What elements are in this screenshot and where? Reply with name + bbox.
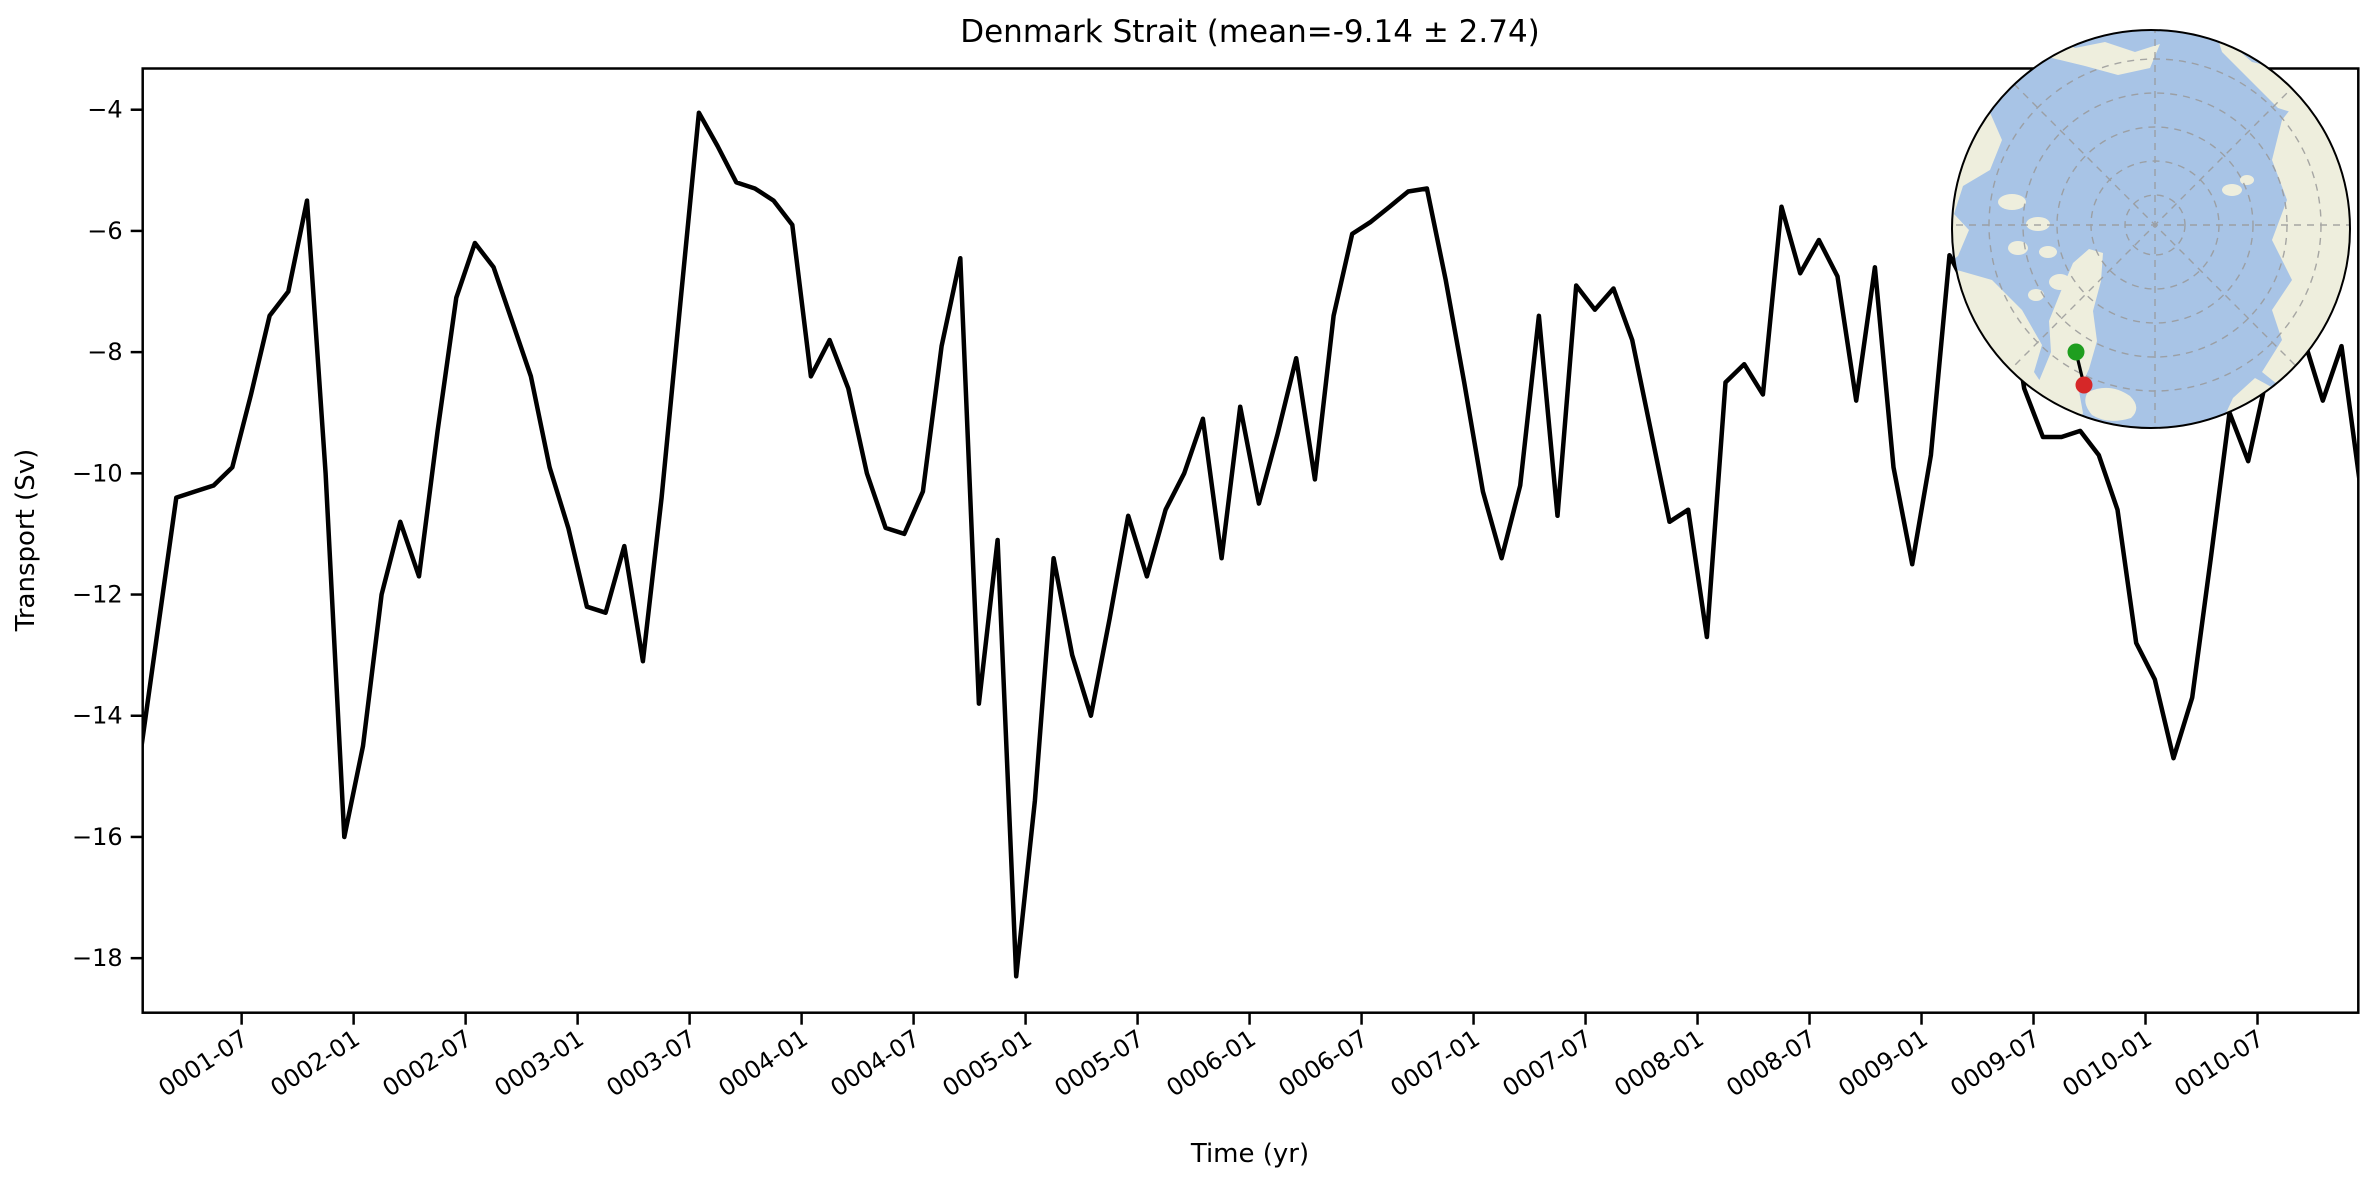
y-tick-label: −12 (72, 581, 123, 609)
x-axis-label: Time (yr) (1190, 1139, 1309, 1169)
y-axis-label: Transport (Sv) (11, 449, 41, 632)
x-tick-label: 0006-01 (1161, 1024, 1260, 1102)
land-greenland (2039, 249, 2103, 428)
x-tick-label: 0009-01 (1833, 1024, 1932, 1102)
x-tick-label: 0005-07 (1049, 1024, 1148, 1102)
section-start-marker (2067, 343, 2085, 361)
x-tick-label: 0007-01 (1385, 1024, 1484, 1102)
x-tick-label: 0005-01 (937, 1024, 1036, 1102)
inset-map (1951, 29, 2351, 429)
y-tick-label: −4 (87, 96, 122, 124)
x-tick-label: 0003-01 (490, 1024, 589, 1102)
x-axis-ticks: 0001-07 0002-01 0002-07 0003-01 0003-07 0004-… (154, 1012, 2269, 1102)
y-tick-label: −18 (72, 944, 123, 972)
x-tick-label: 0010-01 (2057, 1024, 2156, 1102)
x-tick-label: 0003-07 (602, 1024, 701, 1102)
land-alaska (2030, 30, 2160, 75)
land-svalbard (2222, 175, 2254, 196)
x-tick-label: 0004-07 (826, 1024, 925, 1102)
x-tick-label: 0008-01 (1609, 1024, 1708, 1102)
y-tick-label: −10 (72, 459, 123, 487)
y-tick-label: −6 (87, 217, 122, 245)
section-end-marker (2075, 376, 2093, 394)
x-tick-label: 0008-07 (1721, 1024, 1820, 1102)
x-tick-label: 0004-01 (714, 1024, 813, 1102)
x-tick-label: 0007-07 (1497, 1024, 1596, 1102)
y-tick-label: −14 (72, 702, 123, 730)
chart-title: Denmark Strait (mean=-9.14 ± 2.74) (960, 14, 1540, 50)
land-iceland (2085, 387, 2137, 421)
x-tick-label: 0002-07 (378, 1024, 477, 1102)
y-axis-ticks: −4 −6 −8 −10 −12 −14 −16 −18 (72, 96, 143, 972)
x-tick-label: 0006-07 (1273, 1024, 1372, 1102)
inset-graticule (1956, 30, 2350, 424)
inset-border (1951, 29, 2351, 429)
x-tick-label: 0010-07 (2169, 1024, 2268, 1102)
x-tick-label: 0002-01 (266, 1024, 365, 1102)
x-tick-label: 0009-07 (1945, 1024, 2044, 1102)
y-tick-label: −16 (72, 823, 123, 851)
y-tick-label: −8 (87, 338, 122, 366)
x-tick-label: 0001-07 (154, 1024, 253, 1102)
